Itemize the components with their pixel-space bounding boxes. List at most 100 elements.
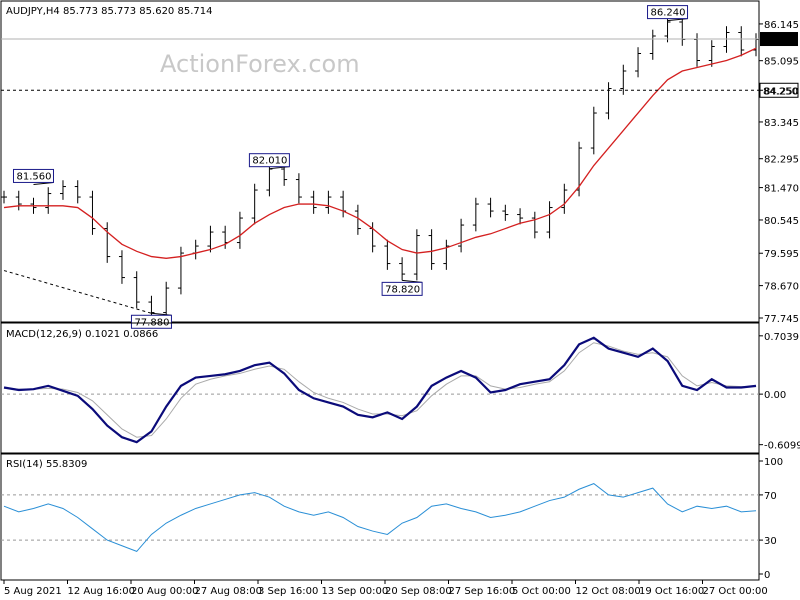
price-bar <box>45 187 52 214</box>
price-bar <box>15 190 22 211</box>
price-bar <box>59 180 66 200</box>
macd-signal-line <box>3 342 756 438</box>
price-bar <box>738 26 745 57</box>
price-bar <box>310 190 317 214</box>
price-tick-label: 80.545 <box>764 216 799 227</box>
price-bar <box>163 281 170 319</box>
price-bar <box>531 211 538 239</box>
price-tick-label: 81.470 <box>764 184 799 195</box>
price-bar <box>295 173 302 204</box>
x-tick-label: 19 Oct 16:00 <box>639 586 704 597</box>
price-bar <box>649 29 656 60</box>
price-bar <box>517 208 524 225</box>
callout-box <box>248 153 290 168</box>
x-tick-label: 27 Sep 16:00 <box>449 586 516 597</box>
support-level-label: 84.250 <box>763 86 798 97</box>
rsi-header: RSI(14) 55.8309 <box>6 459 87 470</box>
price-bar <box>635 47 642 78</box>
price-bar <box>177 246 184 295</box>
x-tick-label: 5 Aug 2021 <box>4 586 62 597</box>
callout-box <box>381 281 423 296</box>
price-bar <box>590 106 597 155</box>
price-bar <box>664 15 671 43</box>
callout-label: 86.240 <box>651 8 686 19</box>
price-tick-label: 82.295 <box>764 155 799 166</box>
price-bar <box>443 239 450 270</box>
price-bar <box>694 33 701 67</box>
price-tick-label: 77.745 <box>764 314 799 325</box>
price-bar <box>487 197 494 218</box>
x-tick-label: 5 Oct 00:00 <box>512 586 571 597</box>
price-bar <box>207 225 214 253</box>
callout-box <box>12 168 54 183</box>
price-bar <box>236 211 243 249</box>
price-bar <box>384 239 391 270</box>
price-bar <box>1 190 7 204</box>
price-bar <box>413 229 420 281</box>
price-tick-label: 83.345 <box>764 118 799 129</box>
x-tick-label: 12 Oct 08:00 <box>576 586 641 597</box>
x-tick-label: 27 Aug 08:00 <box>195 586 262 597</box>
price-bar <box>561 183 568 214</box>
price-tick-label: 85.095 <box>764 57 799 68</box>
callout-label: 78.820 <box>385 284 420 295</box>
x-tick-label: 20 Sep 08:00 <box>385 586 452 597</box>
x-tick-label: 20 Aug 00:00 <box>131 586 198 597</box>
price-header: AUDJPY,H4 85.773 85.773 85.620 85.714 <box>6 6 212 17</box>
price-panel-frame <box>0 0 760 323</box>
macd-panel-frame <box>0 322 760 454</box>
x-tick-label: 12 Aug 16:00 <box>68 586 135 597</box>
price-tick-label: 84.250 <box>764 86 799 97</box>
price-bar <box>605 82 612 120</box>
price-panel: ActionForex.com AUDJPY,H4 85.773 85.773 … <box>0 0 799 329</box>
price-bar <box>753 33 759 57</box>
price-bar <box>458 218 465 253</box>
callout-box <box>647 5 689 20</box>
price-bar <box>133 271 140 309</box>
macd-tick-label: 0.00 <box>764 390 786 401</box>
x-tick-label: 3 Sep 16:00 <box>258 586 318 597</box>
price-bar <box>620 64 627 95</box>
price-bar <box>428 229 435 270</box>
price-bar <box>251 183 258 225</box>
rsi-panel: RSI(14) 55.8309 100 70 30 0 <box>0 453 783 581</box>
price-bar <box>118 250 125 284</box>
watermark: ActionForex.com <box>160 50 360 78</box>
rsi-tick-label: 100 <box>764 457 783 468</box>
price-tick-label: 78.670 <box>764 282 799 293</box>
price-bar <box>399 257 406 281</box>
price-bar <box>546 201 553 239</box>
price-bar <box>266 162 273 197</box>
trendline <box>3 270 152 314</box>
price-bar <box>192 239 199 260</box>
price-bar <box>325 190 332 214</box>
rsi-tick-label: 0 <box>764 570 770 581</box>
macd-panel: MACD(12,26,9) 0.1021 0.0866 0.7039 0.00 -0… <box>0 322 800 454</box>
macd-tick-label: 0.7039 <box>764 332 799 343</box>
price-bar <box>472 197 479 232</box>
last-price-label: 85.714 <box>763 35 798 46</box>
price-bar <box>708 40 715 67</box>
callout-label: 81.560 <box>16 171 51 182</box>
last-price-box <box>760 32 798 47</box>
macd-line <box>3 336 757 444</box>
price-tick-label: 79.595 <box>764 249 799 260</box>
price-bar <box>89 190 96 235</box>
macd-header: MACD(12,26,9) 0.1021 0.0866 <box>6 329 158 340</box>
price-bar <box>354 204 361 235</box>
price-bar <box>340 190 347 218</box>
rsi-tick-label: 30 <box>764 536 777 547</box>
rsi-panel-frame <box>0 453 760 581</box>
rsi-line <box>3 483 757 552</box>
macd-tick-label: -0.6099 <box>764 441 800 452</box>
price-bar <box>502 204 509 221</box>
x-tick-label: 27 Oct 00:00 <box>703 586 768 597</box>
price-bar <box>104 222 111 263</box>
x-tick-label: 13 Sep 00:00 <box>322 586 389 597</box>
price-bar <box>679 15 686 46</box>
callout-label: 82.010 <box>252 156 287 167</box>
price-bar <box>74 180 81 204</box>
moving-average-line <box>3 47 757 259</box>
